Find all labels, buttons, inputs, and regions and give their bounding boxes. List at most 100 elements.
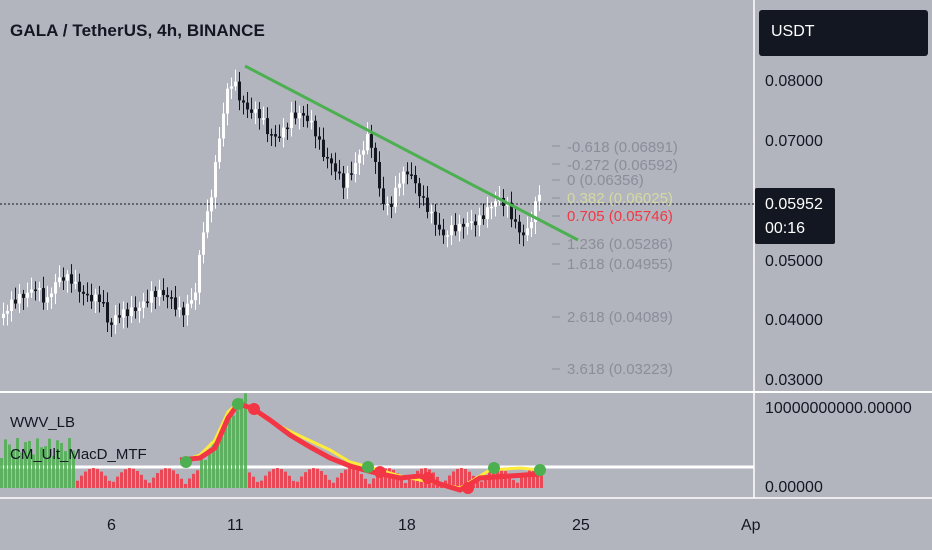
- volume-bar: [228, 416, 231, 488]
- volume-bar: [268, 471, 271, 488]
- time-label: 11: [227, 517, 244, 534]
- macd-cross-dot: [488, 462, 500, 474]
- price-label: 0.04000: [765, 312, 823, 329]
- candle-body: [146, 301, 149, 304]
- volume-bar: [160, 469, 163, 488]
- candle-body: [282, 127, 285, 138]
- candle-body: [406, 171, 409, 175]
- candle-body: [362, 150, 365, 155]
- fib-label: 3.618 (0.03223): [567, 361, 673, 378]
- volume-bar: [328, 479, 331, 488]
- candle-body: [378, 161, 381, 189]
- candle-body: [10, 299, 13, 311]
- candle-body: [334, 163, 337, 172]
- bar-countdown: 00:16: [765, 220, 806, 237]
- candle-body: [478, 215, 481, 226]
- candle-body: [38, 288, 41, 290]
- volume-bar: [408, 479, 411, 488]
- candle-body: [242, 100, 245, 103]
- candle-body: [62, 277, 65, 281]
- volume-bar: [236, 410, 239, 488]
- candle-body: [30, 289, 33, 293]
- volume-bar: [312, 468, 315, 488]
- fib-label: -0.618 (0.06891): [567, 139, 678, 156]
- volume-bar: [300, 476, 303, 488]
- candle-body: [458, 223, 461, 232]
- candle-body: [414, 174, 417, 184]
- time-label: 18: [398, 517, 416, 534]
- candle-body: [26, 292, 29, 298]
- volume-bar: [488, 472, 491, 488]
- volume-bar: [396, 473, 399, 488]
- candle-body: [298, 113, 301, 119]
- candle-body: [318, 136, 321, 140]
- currency-button[interactable]: USDT: [759, 10, 928, 56]
- candle-body: [410, 174, 413, 176]
- candle-body: [398, 183, 401, 188]
- volume-bar: [200, 459, 203, 488]
- volume-bar: [456, 468, 459, 488]
- volume-bar: [116, 476, 119, 488]
- candle-body: [246, 102, 249, 110]
- candle-body: [194, 292, 197, 301]
- volume-bar: [340, 472, 343, 488]
- macd-line: [179, 401, 541, 493]
- candle-body: [338, 171, 341, 174]
- candle-body: [174, 297, 177, 310]
- volume-bar: [476, 480, 479, 488]
- volume-bar: [452, 471, 455, 488]
- wwv-volume-bars: [0, 393, 543, 488]
- indicator-label-wwv[interactable]: WWV_LB: [10, 414, 76, 431]
- candle-body: [462, 223, 465, 227]
- candle-body: [342, 173, 345, 188]
- volume-bar: [352, 468, 355, 488]
- volume-bar: [20, 452, 23, 488]
- candle-body: [86, 293, 89, 296]
- candle-body: [190, 300, 193, 304]
- candle-body: [358, 154, 361, 164]
- candle-body: [286, 127, 289, 130]
- candle-body: [214, 162, 217, 198]
- trendline[interactable]: [244, 64, 579, 242]
- volume-bar: [344, 469, 347, 488]
- candle-body: [494, 201, 497, 207]
- candle-body: [178, 307, 181, 310]
- candle-body: [254, 109, 257, 113]
- candle-body: [202, 232, 205, 255]
- candle-body: [102, 301, 105, 304]
- volume-bar: [64, 451, 67, 488]
- volume-bar: [332, 482, 335, 488]
- volume-bar: [204, 459, 207, 488]
- volume-bar: [120, 472, 123, 488]
- volume-bar: [260, 480, 263, 488]
- volume-bar: [240, 398, 243, 488]
- volume-bar: [104, 475, 107, 488]
- candle-body: [166, 295, 169, 298]
- candle-body: [470, 221, 473, 223]
- macd-cross-dot: [374, 466, 386, 478]
- candle-body: [442, 229, 445, 236]
- candle-body: [314, 120, 317, 137]
- volume-bar: [324, 474, 327, 488]
- volume-bar: [140, 474, 143, 488]
- candlestick-series: [2, 69, 541, 337]
- candle-body: [390, 203, 393, 207]
- indicator-label-macd[interactable]: CM_Ult_MacD_MTF: [10, 446, 147, 463]
- volume-bar: [232, 415, 235, 488]
- volume-bar: [0, 458, 3, 488]
- volume-bar: [112, 481, 115, 488]
- volume-bar: [8, 444, 11, 488]
- volume-bar: [80, 475, 83, 488]
- volume-bar: [244, 393, 247, 488]
- candle-body: [518, 221, 521, 233]
- volume-bar: [400, 477, 403, 488]
- volume-bar: [508, 474, 511, 488]
- volume-bar: [304, 472, 307, 488]
- volume-bar: [308, 469, 311, 488]
- indicator-pane[interactable]: [0, 393, 754, 494]
- volume-bar: [384, 468, 387, 488]
- candle-body: [218, 138, 221, 163]
- macd-cross-dots: [180, 398, 546, 494]
- last-price-value: 0.05952: [765, 196, 823, 213]
